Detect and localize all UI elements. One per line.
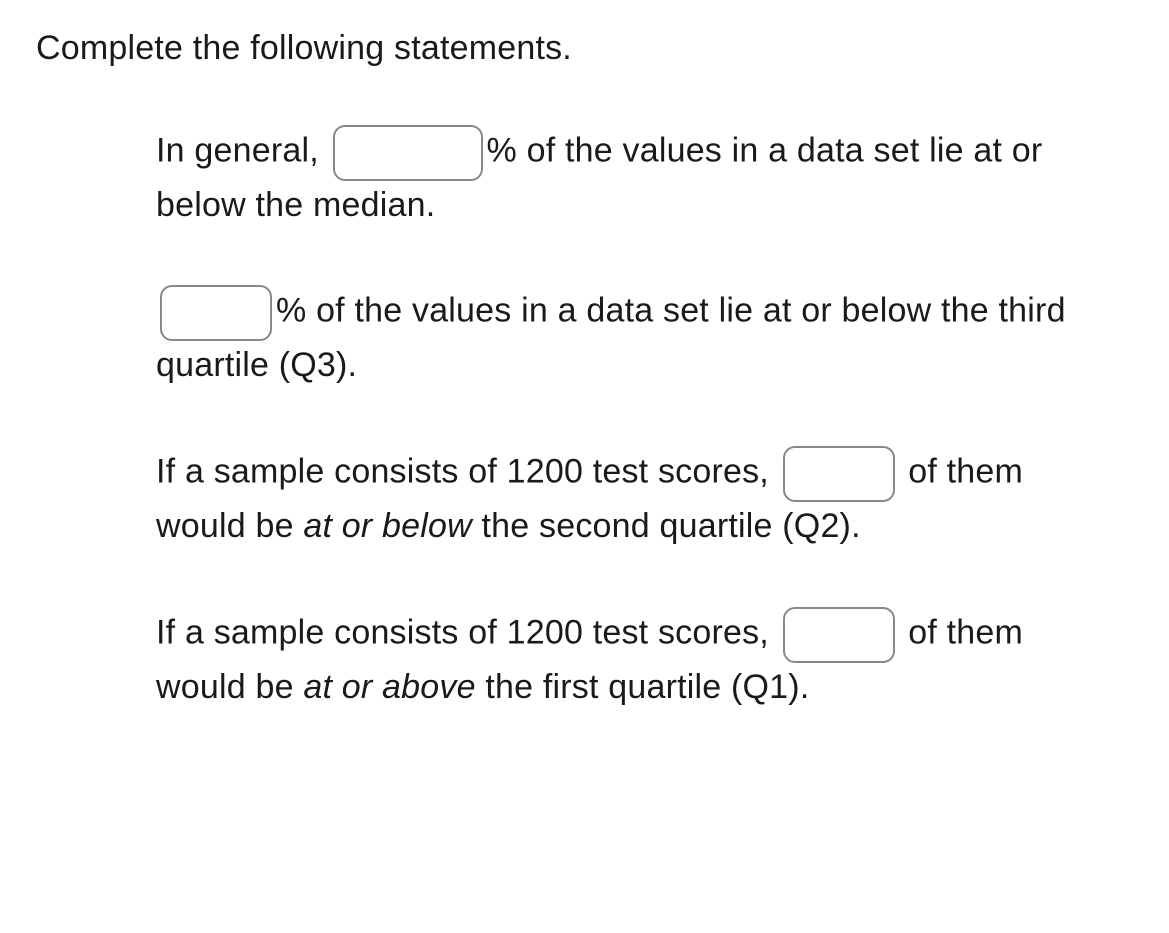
statement-2-text-a: % of the values in a data set lie at or … (156, 292, 1066, 385)
median-percent-input[interactable] (333, 125, 483, 181)
statement-3-text-c: the second quartile (Q2). (472, 507, 861, 545)
statements-block: In general, % of the values in a data se… (36, 123, 1133, 714)
q2-count-input[interactable] (783, 446, 895, 502)
q1-count-input[interactable] (783, 607, 895, 663)
statement-1-text-a: In general, (156, 131, 329, 169)
q3-percent-input[interactable] (160, 285, 272, 341)
question-page: Complete the following statements. In ge… (0, 0, 1169, 933)
statement-3-italic: at or below (303, 507, 472, 545)
statement-4-text-a: If a sample consists of 1200 test scores… (156, 613, 779, 651)
statement-1: In general, % of the values in a data se… (156, 123, 1097, 232)
statement-2: % of the values in a data set lie at or … (156, 283, 1097, 392)
statement-4-italic: at or above (303, 668, 475, 706)
statement-3: If a sample consists of 1200 test scores… (156, 444, 1097, 553)
statement-4-text-c: the first quartile (Q1). (476, 668, 810, 706)
statement-4: If a sample consists of 1200 test scores… (156, 605, 1097, 714)
statement-3-text-a: If a sample consists of 1200 test scores… (156, 453, 779, 491)
prompt-text: Complete the following statements. (36, 22, 1133, 75)
